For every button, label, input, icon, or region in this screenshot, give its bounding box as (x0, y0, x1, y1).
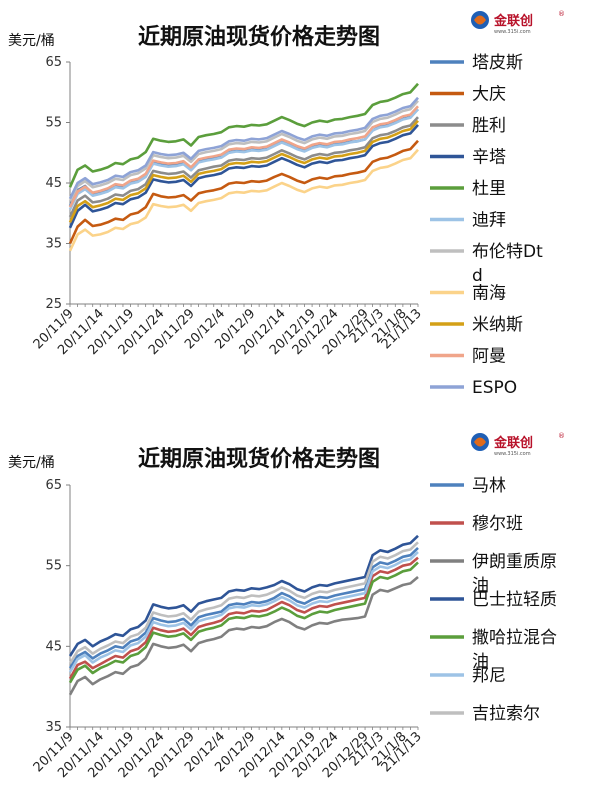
chart-1-y-unit: 美元/桶 (8, 33, 55, 49)
chart-2-y-unit: 美元/桶 (8, 455, 55, 471)
y-tick-label: 25 (45, 297, 62, 312)
series-line-巴士拉轻质 (68, 534, 419, 657)
series-line-胜利 (68, 116, 419, 218)
legend-label: 穆尔班 (472, 514, 523, 534)
legend-label: 吉拉索尔 (472, 704, 540, 724)
legend-item: 马林 (430, 476, 506, 496)
chart-1-title: 近期原油现货价格走势图 (138, 24, 380, 50)
y-tick-label: 65 (45, 55, 62, 70)
chart-1-x-axis: 20/11/920/11/1420/11/1920/11/2420/11/292… (31, 303, 425, 358)
chart-1-y-axis: 25 35 45 55 65 (45, 55, 71, 312)
y-tick-label: 35 (45, 720, 62, 735)
legend-label: 伊朗重质原油 (472, 552, 557, 596)
legend-item: 邦尼 (430, 666, 506, 686)
legend-item: 胜利 (430, 116, 506, 136)
y-tick-label: 35 (45, 237, 62, 252)
series-line-撒哈拉混合油 (68, 561, 419, 684)
y-tick-label: 55 (45, 116, 62, 131)
legend-label: 撒哈拉混合油 (472, 628, 557, 672)
legend-item: 巴士拉轻质 (430, 590, 557, 610)
brand-logo: 金联创 ® www.315i.com (471, 432, 565, 457)
legend-label: 布伦特Dt d (472, 242, 543, 286)
legend-item: 杜里 (430, 179, 506, 199)
brand-logo: 金联创 ® www.315i.com (471, 10, 565, 35)
legend-item: ESPO (430, 378, 517, 398)
legend-item: 伊朗重质原油 (430, 552, 557, 596)
series-line-吉拉索尔 (68, 541, 419, 664)
legend-item: 吉拉索尔 (430, 704, 540, 724)
legend-item: 大庆 (430, 85, 506, 105)
legend-item: 穆尔班 (430, 514, 523, 534)
chart-2-x-axis: 20/11/920/11/1420/11/1920/11/2420/11/292… (31, 726, 425, 781)
legend-item: 辛塔 (430, 148, 506, 168)
legend-label: 塔皮斯 (472, 53, 523, 73)
y-tick-label: 65 (45, 478, 62, 493)
series-line-辛塔 (68, 124, 419, 229)
legend-label: 大庆 (472, 85, 506, 105)
legend-label: ESPO (472, 378, 517, 398)
series-line-大庆 (68, 139, 419, 245)
chart-2-title: 近期原油现货价格走势图 (138, 446, 380, 472)
y-tick-label: 55 (45, 559, 62, 574)
brand-name: 金联创 (493, 13, 533, 29)
svg-text:®: ® (558, 432, 565, 440)
legend-item: 阿曼 (430, 347, 506, 367)
brand-site: www.315i.com (494, 451, 531, 457)
legend-label: 米纳斯 (472, 315, 523, 335)
series-line-邦尼 (68, 551, 419, 673)
chart-1-series (68, 82, 419, 252)
series-line-米纳斯 (68, 119, 419, 223)
legend-item: 布伦特Dt d (430, 242, 543, 286)
series-line-杜里 (68, 82, 419, 188)
series-line-ESPO (68, 96, 419, 200)
legend-label: 阿曼 (472, 347, 506, 367)
legend-label: 邦尼 (472, 666, 506, 686)
series-line-南海 (68, 148, 419, 252)
legend-label: 胜利 (472, 116, 506, 136)
series-line-马林 (68, 546, 419, 669)
chart-2: 美元/桶 近期原油现货价格走势图 金联创 ® www.315i.com 35 45… (8, 432, 565, 781)
legend-label: 迪拜 (472, 211, 506, 231)
legend-item: 塔皮斯 (430, 53, 523, 73)
legend-label: 马林 (472, 476, 506, 496)
svg-text:®: ® (558, 10, 565, 18)
y-tick-label: 45 (45, 639, 62, 654)
legend-item: 撒哈拉混合油 (430, 628, 557, 672)
legend-item: 迪拜 (430, 211, 506, 231)
legend-label: 巴士拉轻质 (472, 590, 557, 610)
legend-label: 杜里 (472, 179, 506, 199)
series-line-伊朗重质原油 (68, 576, 419, 696)
chart-1: 美元/桶 近期原油现货价格走势图 金联创 ® www.315i.com 25 35… (8, 10, 565, 398)
legend-label: 辛塔 (472, 148, 506, 168)
y-tick-label: 45 (45, 176, 62, 191)
brand-site: www.315i.com (494, 29, 531, 35)
chart-2-series (68, 534, 419, 696)
series-line-穆尔班 (68, 556, 419, 680)
series-line-布伦特Dtd (68, 99, 419, 202)
legend-label: 南海 (472, 284, 506, 304)
series-line-迪拜 (68, 108, 419, 211)
legend-item: 南海 (430, 284, 506, 304)
chart-2-y-axis: 35 45 55 65 (45, 478, 71, 735)
legend-item: 米纳斯 (430, 315, 523, 335)
brand-name: 金联创 (493, 435, 533, 451)
series-line-阿曼 (68, 105, 419, 208)
